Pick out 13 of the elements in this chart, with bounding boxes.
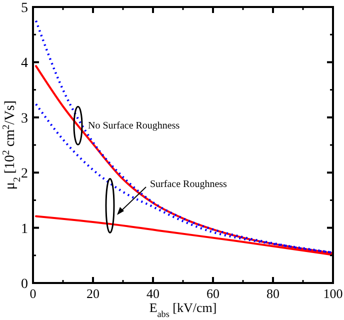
y-tick-label: 4 — [21, 56, 28, 72]
annotation: No Surface Roughness — [88, 120, 180, 132]
y-tick-label: 3 — [21, 111, 28, 126]
annotation: Surface Roughness — [150, 179, 228, 190]
x-tick-label: 20 — [86, 286, 100, 301]
x-axis-title: E$_{abs}$ [kV/cm] — [149, 300, 217, 319]
y-tick-label: 2 — [21, 166, 28, 182]
x-tick-label: 100 — [323, 286, 343, 301]
x-tick-label: 80 — [266, 286, 280, 301]
y-tick-label: 5 — [21, 1, 28, 16]
x-tick-label: 60 — [206, 286, 220, 301]
x-tick-label: 40 — [146, 286, 160, 301]
y-tick-label: 1 — [21, 222, 28, 237]
